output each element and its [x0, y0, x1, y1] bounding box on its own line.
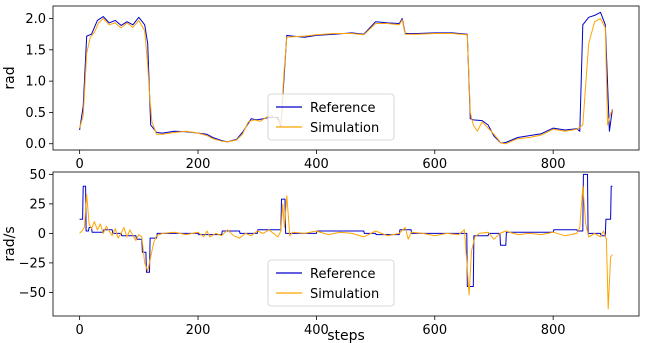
bottom-panel: 0 200 400 600 800 −50 −25 0 25 50 rad/s steps Re… [2, 168, 640, 343]
top-y-axis-label: rad [2, 66, 18, 89]
x-tick-label: 600 [422, 157, 447, 172]
y-tick-label: 25 [29, 197, 46, 212]
top-legend-box [267, 93, 395, 141]
y-tick-label: 1.5 [25, 43, 46, 58]
y-tick-label: 0.0 [25, 137, 46, 152]
y-tick-label: 0.5 [25, 106, 46, 121]
x-tick-label: 600 [422, 323, 447, 338]
top-series-lines [79, 11, 613, 145]
x-tick-label: 0 [75, 157, 83, 172]
y-tick-label: 1.0 [25, 75, 46, 90]
y-tick-label: 50 [29, 168, 46, 183]
top-x-ticks: 0 200 400 600 800 [75, 150, 566, 172]
bottom-legend-simulation-label: Simulation [310, 287, 379, 302]
x-tick-label: 800 [541, 323, 566, 338]
bottom-x-ticks: 0 200 400 600 800 [75, 316, 566, 338]
top-legend: Reference Simulation [267, 93, 395, 141]
bottom-y-axis-label: rad/s [2, 226, 18, 261]
x-tick-label: 0 [75, 323, 83, 338]
y-tick-label: −25 [19, 256, 46, 271]
top-axes-frame [52, 5, 640, 151]
series-line-simulation [79, 18, 613, 145]
y-tick-label: 2.0 [25, 12, 46, 27]
x-tick-label: 200 [186, 157, 211, 172]
bottom-y-ticks: −50 −25 0 25 50 [19, 168, 53, 301]
bottom-series-lines [79, 173, 613, 310]
y-tick-label: 0 [38, 227, 46, 242]
top-legend-reference-label: Reference [310, 101, 375, 116]
x-tick-label: 400 [304, 323, 329, 338]
y-tick-label: −50 [19, 286, 46, 301]
x-tick-label: 800 [541, 157, 566, 172]
top-y-ticks: 0.0 0.5 1.0 1.5 2.0 [25, 12, 53, 152]
x-tick-label: 400 [304, 157, 329, 172]
bottom-axes-frame [52, 171, 640, 317]
bottom-legend-box [267, 259, 395, 307]
top-legend-simulation-label: Simulation [310, 121, 379, 136]
series-line-reference [79, 173, 613, 287]
bottom-legend-reference-label: Reference [310, 267, 375, 282]
top-panel: 0 200 400 600 800 0.0 0.5 1.0 1.5 2.0 rad Refere… [2, 5, 640, 172]
x-tick-label: 200 [186, 323, 211, 338]
series-line-simulation [79, 185, 613, 310]
bottom-x-axis-label: steps [327, 328, 365, 343]
bottom-legend: Reference Simulation [267, 259, 395, 307]
